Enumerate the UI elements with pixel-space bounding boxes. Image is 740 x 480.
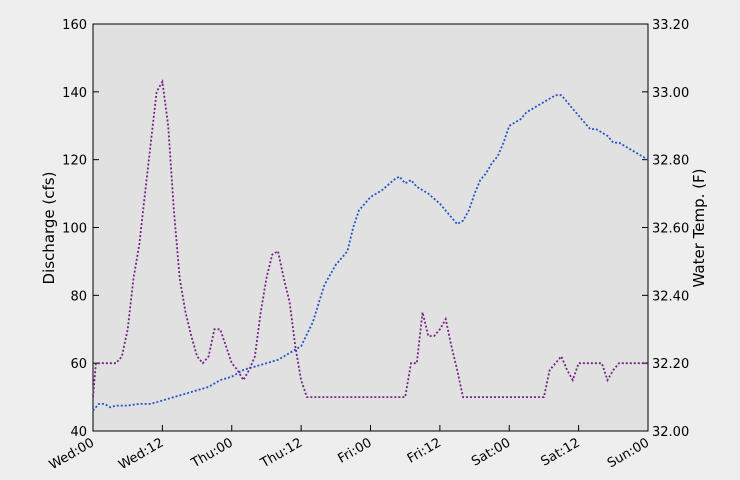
x-tick-label: Wed:12	[116, 435, 166, 473]
y-tick-label: 60	[70, 357, 87, 372]
y2-tick-label: 32.20	[652, 357, 689, 372]
y2-tick-label: 32.80	[652, 154, 689, 169]
y2-axis-label: Water Temp. (F)	[690, 169, 708, 288]
x-axis: Wed:00 Wed:12 Thu:00 Thu:12 Fri:00 Fri:12 Sat:…	[47, 425, 652, 473]
series-layer	[92, 78, 649, 412]
y2-tick-label: 32.00	[652, 425, 689, 440]
x-tick-label: Sat:00	[469, 435, 513, 469]
y2-tick-label: 32.40	[652, 289, 689, 304]
x-tick-label: Wed:00	[47, 435, 97, 473]
y-tick-label: 40	[70, 425, 87, 440]
discharge-line	[92, 94, 649, 412]
y-tick-label: 100	[62, 222, 87, 237]
x-tick-label: Sat:12	[539, 435, 583, 469]
y-tick-label: 120	[62, 154, 87, 169]
y-tick-label: 140	[62, 86, 87, 101]
water-temp-line	[92, 78, 648, 399]
y-axis-label: Discharge (cfs)	[40, 172, 58, 285]
x-tick-label: Sun:00	[605, 435, 652, 471]
x-tick-label: Thu:12	[257, 435, 305, 471]
plot-area	[92, 23, 649, 432]
y-tick-label: 160	[62, 18, 87, 33]
y-tick-label: 80	[70, 289, 87, 304]
x-tick-label: Fri:00	[335, 435, 374, 466]
y2-tick-label: 33.20	[652, 18, 689, 33]
x-tick-label: Fri:12	[405, 435, 444, 466]
y2-tick-label: 32.60	[652, 222, 689, 237]
x-tick-label: Thu:00	[188, 435, 236, 471]
left-y-axis: 40 60 80 100 120 140 160	[62, 18, 99, 440]
right-y-axis: 32.00 32.20 32.40 32.60 32.80 33.00 33.20	[642, 18, 689, 440]
y2-tick-label: 33.00	[652, 86, 689, 101]
